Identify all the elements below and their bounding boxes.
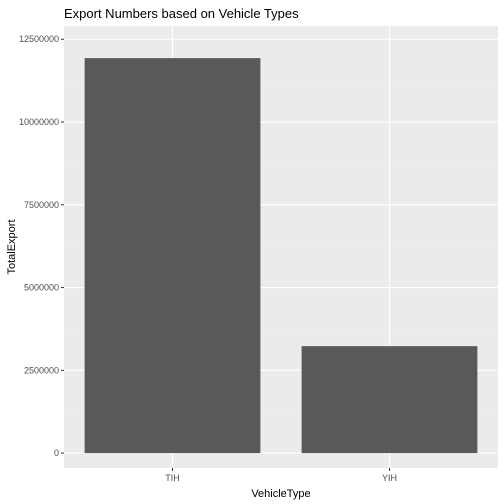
x-axis: TIH YIH: [165, 468, 397, 483]
bars: [84, 58, 478, 454]
bar-yih: [301, 346, 478, 454]
y-axis: 0 2500000 5000000 7500000 10000000 12500000: [19, 34, 64, 458]
y-tick-label: 12500000: [19, 34, 59, 44]
x-axis-title: VehicleType: [251, 488, 310, 500]
chart-title: Export Numbers based on Vehicle Types: [64, 6, 299, 21]
bar-tih: [84, 58, 261, 454]
y-tick-label: 7500000: [24, 200, 59, 210]
x-tick-label: YIH: [382, 473, 397, 483]
y-tick-label: 0: [54, 448, 59, 458]
y-tick-label: 2500000: [24, 365, 59, 375]
y-tick-label: 5000000: [24, 283, 59, 293]
x-tick-label: TIH: [165, 473, 180, 483]
y-axis-title: TotalExport: [6, 219, 18, 274]
y-tick-label: 10000000: [19, 117, 59, 127]
